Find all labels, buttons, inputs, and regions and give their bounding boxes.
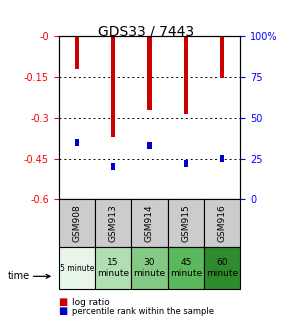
Bar [184, 36, 188, 113]
Bar [204, 199, 240, 247]
Text: 5 minute: 5 minute [59, 264, 94, 273]
Text: GSM913: GSM913 [109, 204, 117, 242]
Text: 45
minute: 45 minute [170, 258, 202, 278]
Text: GDS33 / 7443: GDS33 / 7443 [98, 25, 195, 39]
Text: ■: ■ [59, 298, 68, 307]
Text: 30
minute: 30 minute [133, 258, 166, 278]
Bar [59, 247, 95, 289]
Text: ■: ■ [59, 306, 68, 316]
Bar [75, 36, 79, 69]
Bar [204, 247, 240, 289]
Bar [111, 164, 115, 170]
Text: time: time [7, 271, 30, 281]
Text: log ratio: log ratio [72, 298, 110, 307]
Bar [95, 247, 131, 289]
Text: 60
minute: 60 minute [206, 258, 238, 278]
Text: 15
minute: 15 minute [97, 258, 129, 278]
Bar [95, 199, 131, 247]
Bar [111, 36, 115, 137]
Bar [168, 247, 204, 289]
Bar [147, 36, 151, 110]
Text: GSM908: GSM908 [72, 204, 81, 242]
Text: GSM916: GSM916 [218, 204, 226, 242]
Bar [131, 247, 168, 289]
Text: GSM915: GSM915 [181, 204, 190, 242]
Text: percentile rank within the sample: percentile rank within the sample [72, 307, 214, 316]
Bar [184, 160, 188, 167]
Bar [220, 36, 224, 78]
Bar [131, 199, 168, 247]
Bar [147, 142, 151, 149]
Text: GSM914: GSM914 [145, 204, 154, 242]
Bar [168, 199, 204, 247]
Bar [59, 199, 95, 247]
Bar [220, 155, 224, 162]
Bar [75, 139, 79, 146]
